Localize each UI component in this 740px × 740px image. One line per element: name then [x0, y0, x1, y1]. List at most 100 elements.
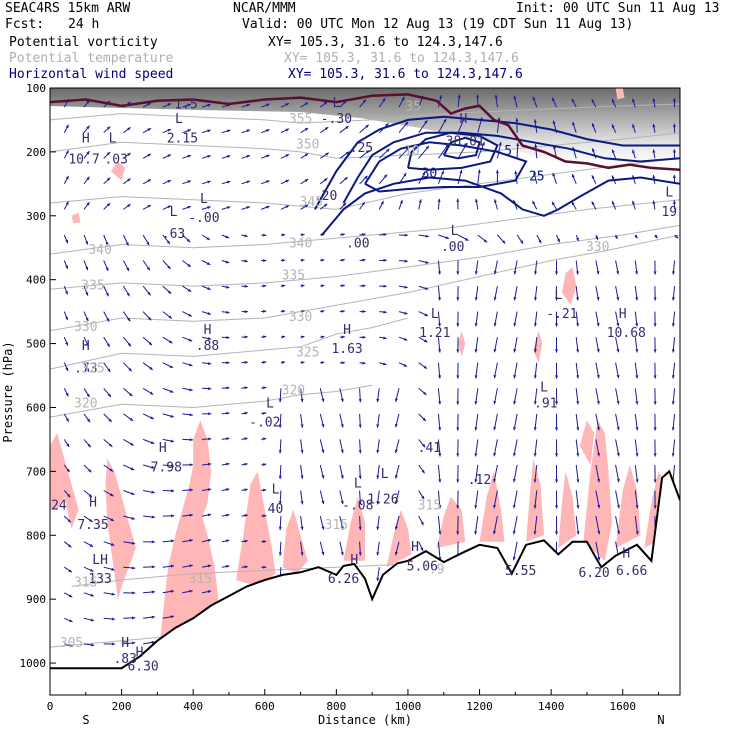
wind-vector-296	[339, 439, 344, 454]
wind-vector-125	[162, 489, 175, 493]
wind-vector-538	[615, 260, 620, 275]
wind-vector-580	[653, 439, 657, 457]
wind-vector-25	[83, 176, 90, 185]
wind-vector-204	[241, 462, 248, 466]
wind-vector-335	[376, 516, 380, 531]
wind-vector-558	[634, 311, 639, 327]
wind-vector-454	[513, 362, 518, 379]
wind-vector-524	[595, 362, 600, 379]
wind-vector-346	[398, 311, 408, 315]
wind-vector-158	[201, 285, 211, 291]
wind-vector-426	[474, 516, 479, 535]
wind-vector-467	[536, 234, 542, 244]
wind-vector-470	[534, 311, 538, 327]
wind-vector-445	[515, 118, 519, 133]
wind-vector-84	[123, 566, 136, 570]
wind-vector-502	[575, 234, 580, 242]
terrain-line	[50, 469, 680, 670]
wind-vector-121	[162, 387, 174, 393]
wind-vector-217	[261, 309, 267, 313]
wind-vector-317	[358, 516, 362, 531]
legend-wind-xy: XY= 105.3, 31.6 to 124.3,147.6	[288, 67, 523, 82]
wind-vector-588	[672, 200, 676, 210]
wind-vector-193	[241, 180, 251, 185]
wind-vector-487	[555, 311, 559, 327]
wind-vector-80	[123, 464, 135, 471]
wind-vector-227	[261, 565, 267, 569]
wind-vector-252	[300, 233, 305, 237]
annotation-37: 7.98	[151, 460, 182, 475]
wind-vector-541	[615, 337, 620, 353]
wind-vector-42	[83, 617, 95, 622]
wind-vector-224	[261, 488, 267, 492]
annotation-59: H	[136, 646, 144, 661]
right-end-label: N	[657, 713, 664, 727]
legend-pv-label: Potential vorticity	[9, 35, 158, 50]
annotation-26: H	[343, 323, 351, 338]
annotation-64: L	[665, 186, 673, 201]
wind-vector-484	[556, 234, 561, 243]
wind-vector-352	[394, 464, 400, 479]
wind-vector-1	[63, 124, 70, 133]
theta-contour-350-8	[50, 132, 680, 159]
wind-vector-163	[202, 412, 212, 416]
wind-vector-420	[474, 362, 479, 379]
wind-vector-456	[513, 413, 518, 431]
wind-vector-505	[575, 311, 580, 327]
pv-shaded-region-21	[71, 212, 81, 224]
wind-vector-577	[653, 362, 657, 379]
wind-vector-417	[474, 286, 479, 301]
wind-vector-81	[123, 490, 135, 496]
annotation-11: L	[332, 96, 340, 111]
wind-vector-148	[182, 539, 193, 543]
wind-vector-275	[320, 361, 325, 365]
wind-vector-228	[280, 102, 290, 108]
wind-vector-289	[339, 258, 345, 262]
wind-vector-142	[182, 387, 193, 392]
wind-vector-388	[437, 464, 442, 483]
wind-vector-528	[595, 464, 601, 483]
wind-vector-348	[398, 362, 408, 367]
legend-theta-xy: XY= 105.3, 31.6 to 124.3,147.6	[284, 51, 519, 66]
wind-vector-494	[555, 490, 559, 509]
wind-vector-304	[359, 175, 368, 185]
wind-vector-205	[241, 488, 248, 492]
wind-vector-67	[123, 126, 131, 134]
wind-vector-357	[418, 120, 428, 133]
wind-vector-175	[221, 206, 231, 210]
annotation-87: 30	[422, 167, 438, 182]
wind-vector-551	[632, 123, 636, 133]
wind-vector-26	[83, 201, 90, 210]
wind-vector-213	[261, 205, 270, 210]
wind-vector-482	[552, 172, 557, 184]
wind-vector-70	[123, 203, 131, 210]
legend-theta-label: Potential temperature	[9, 51, 174, 66]
wind-vector-198	[241, 310, 248, 314]
wind-vector-355	[394, 541, 400, 556]
fcst-label: Fcst:	[5, 17, 45, 32]
wind-vector-562	[634, 413, 639, 431]
wind-vector-479	[551, 97, 557, 108]
wind-vector-525	[595, 388, 600, 405]
wind-vector-43	[83, 643, 95, 647]
wind-vector-188	[221, 539, 230, 543]
wind-vector-126	[162, 514, 175, 518]
wind-vector-314	[358, 439, 362, 454]
wind-vector-589	[674, 234, 679, 239]
organization: NCAR/MMM	[233, 1, 296, 16]
theta-contour-325-3	[50, 317, 409, 370]
wind-vector-453	[513, 337, 518, 353]
wind-vector-419	[474, 337, 479, 353]
wind-vector-257	[300, 361, 305, 365]
wind-vector-234	[280, 258, 286, 262]
wind-vector-269	[319, 203, 328, 210]
wind-vector-110	[162, 103, 172, 108]
wind-vector-413	[477, 169, 481, 184]
wind-vector-507	[575, 362, 580, 379]
wind-vector-575	[653, 311, 657, 327]
wind-vector-497	[571, 98, 577, 108]
pv-shaded-region-16	[533, 330, 543, 363]
wind-vector-544	[615, 413, 620, 431]
wind-vector-396	[456, 198, 460, 210]
wind-vector-214	[261, 233, 267, 237]
